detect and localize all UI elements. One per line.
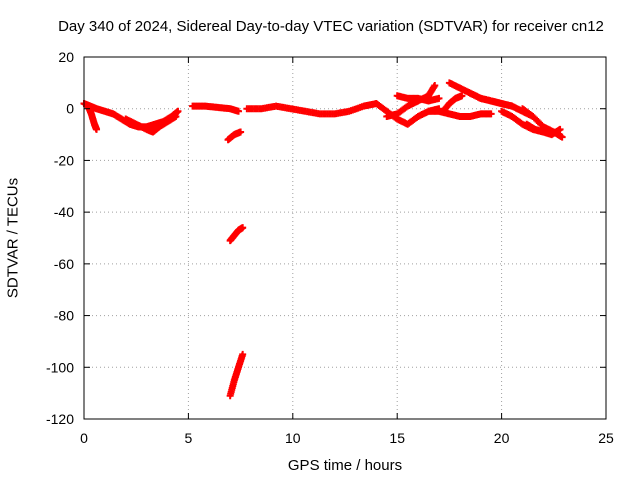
x-tick-label: 15	[389, 430, 405, 446]
series-arc-2	[84, 102, 101, 133]
series-arc-8	[243, 100, 380, 118]
data-point	[431, 81, 439, 89]
series-arc-5	[224, 128, 245, 144]
series-arc-12	[425, 107, 495, 120]
x-tick-label: 5	[185, 430, 193, 446]
y-tick-label: 0	[66, 101, 74, 117]
axis-ticks: 0 5 10 15 20 25 20 0 -20 -40 -60 -80 -100 -120	[46, 49, 614, 446]
data-point	[235, 107, 243, 115]
data-point	[174, 107, 182, 115]
x-tick-label: 0	[80, 430, 88, 446]
data-point	[239, 350, 247, 358]
x-tick-label: 20	[494, 430, 510, 446]
data-point	[237, 128, 245, 136]
y-tick-label: -120	[46, 411, 74, 427]
data-point	[556, 125, 564, 133]
plot-frame	[83, 56, 607, 420]
data-point	[239, 224, 247, 232]
y-tick-label: -60	[54, 256, 74, 272]
data-points	[80, 79, 566, 400]
y-tick-label: -100	[46, 359, 74, 375]
y-tick-label: -20	[54, 152, 74, 168]
data-point	[487, 110, 495, 118]
series-arc-13	[439, 92, 466, 115]
series-arc-3	[122, 112, 180, 136]
y-tick-label: -40	[54, 204, 74, 220]
data-point	[172, 112, 180, 120]
series-arc-4	[189, 102, 243, 115]
y-tick-label: 20	[58, 49, 74, 65]
x-axis-label: GPS time / hours	[287, 457, 403, 474]
series-arc-18	[523, 120, 564, 139]
data-point	[93, 125, 101, 133]
x-tick-label: 10	[285, 430, 301, 446]
series-arc-7	[226, 350, 247, 400]
chart-title: Day 340 of 2024, Sidereal Day-to-day VTE…	[58, 18, 604, 35]
data-point	[458, 92, 466, 100]
series-arc-6	[226, 224, 247, 245]
data-point	[435, 94, 443, 102]
x-tick-label: 25	[598, 430, 614, 446]
series-arc-11	[393, 92, 443, 105]
data-point	[558, 133, 566, 141]
y-axis-label: SDTVAR / TECUs	[4, 177, 22, 299]
y-tick-label: -80	[54, 308, 74, 324]
